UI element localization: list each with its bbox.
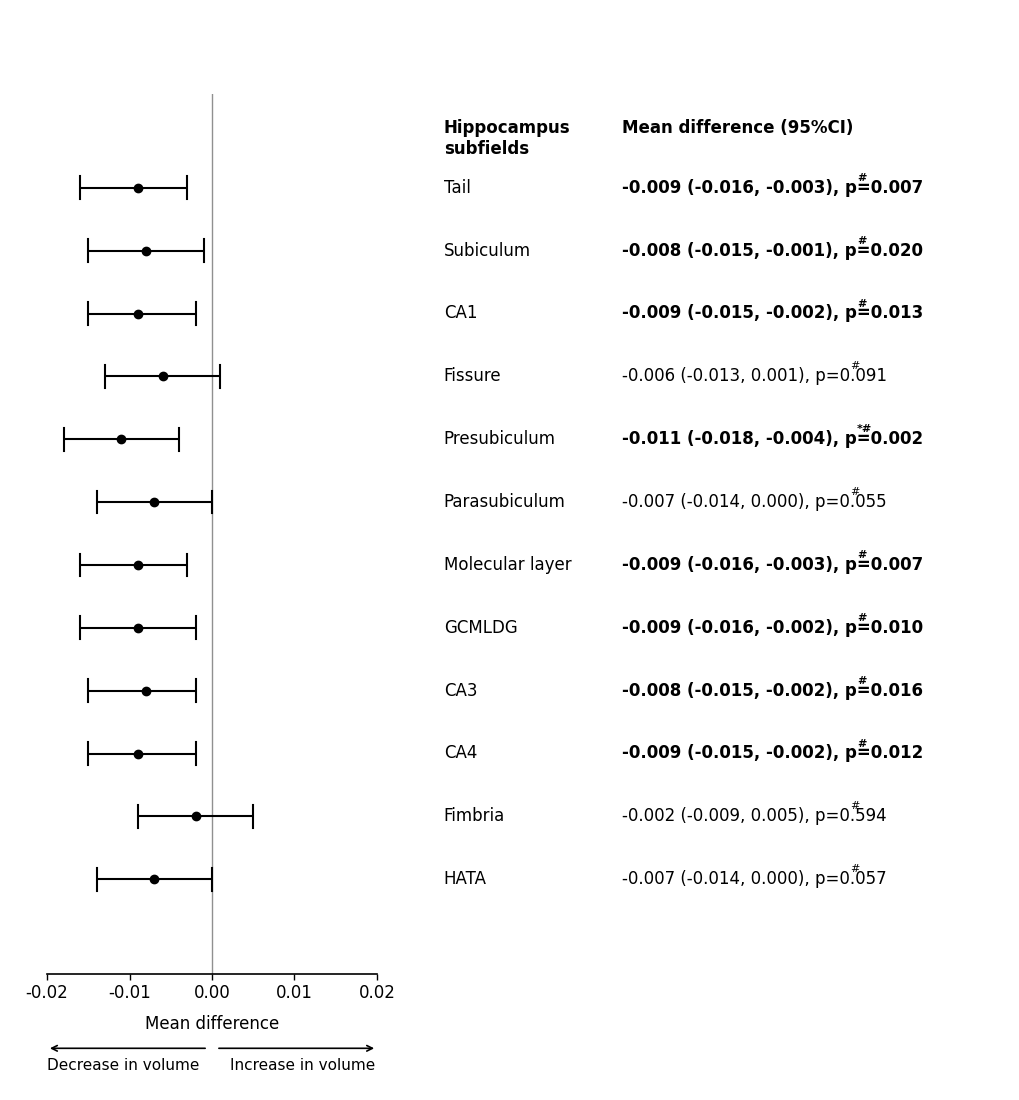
Text: -0.009 (-0.016, -0.003), p=0.007: -0.009 (-0.016, -0.003), p=0.007	[622, 179, 922, 197]
Text: Decrease in volume: Decrease in volume	[47, 1058, 200, 1074]
Text: #: #	[856, 613, 866, 623]
Text: #: #	[856, 675, 866, 685]
Text: #: #	[856, 550, 866, 560]
Text: -0.008 (-0.015, -0.001), p=0.020: -0.008 (-0.015, -0.001), p=0.020	[622, 242, 922, 260]
Text: CA1: CA1	[443, 305, 477, 322]
Text: Tail: Tail	[443, 179, 470, 197]
Text: Subiculum: Subiculum	[443, 242, 530, 260]
Text: #: #	[849, 865, 858, 874]
Text: -0.007 (-0.014, 0.000), p=0.057: -0.007 (-0.014, 0.000), p=0.057	[622, 870, 886, 888]
Text: -0.009 (-0.015, -0.002), p=0.013: -0.009 (-0.015, -0.002), p=0.013	[622, 305, 922, 322]
Text: Fissure: Fissure	[443, 367, 500, 385]
Text: #: #	[849, 802, 858, 812]
Text: -0.009 (-0.016, -0.003), p=0.007: -0.009 (-0.016, -0.003), p=0.007	[622, 556, 922, 574]
Text: -0.011 (-0.018, -0.004), p=0.002: -0.011 (-0.018, -0.004), p=0.002	[622, 430, 922, 448]
Text: Parasubiculum: Parasubiculum	[443, 493, 565, 512]
Text: #: #	[856, 738, 866, 749]
Text: Mean difference: Mean difference	[145, 1015, 279, 1033]
Text: -0.008 (-0.015, -0.002), p=0.016: -0.008 (-0.015, -0.002), p=0.016	[622, 682, 922, 700]
Text: GCMLDG: GCMLDG	[443, 619, 517, 637]
Text: Hippocampus
subfields: Hippocampus subfields	[443, 119, 570, 158]
Text: Increase in volume: Increase in volume	[230, 1058, 375, 1074]
Text: -0.009 (-0.015, -0.002), p=0.012: -0.009 (-0.015, -0.002), p=0.012	[622, 745, 922, 762]
Text: #: #	[856, 298, 866, 309]
Text: #: #	[849, 362, 858, 372]
Text: CA3: CA3	[443, 682, 477, 700]
Text: *#: *#	[856, 425, 871, 435]
Text: #: #	[856, 235, 866, 245]
Text: -0.002 (-0.009, 0.005), p=0.594: -0.002 (-0.009, 0.005), p=0.594	[622, 807, 886, 825]
Text: Presubiculum: Presubiculum	[443, 430, 555, 448]
Text: -0.007 (-0.014, 0.000), p=0.055: -0.007 (-0.014, 0.000), p=0.055	[622, 493, 886, 512]
Text: CA4: CA4	[443, 745, 477, 762]
Text: Fimbria: Fimbria	[443, 807, 504, 825]
Text: #: #	[856, 173, 866, 183]
Text: HATA: HATA	[443, 870, 486, 888]
Text: Mean difference (95%CI): Mean difference (95%CI)	[622, 119, 853, 136]
Text: -0.009 (-0.016, -0.002), p=0.010: -0.009 (-0.016, -0.002), p=0.010	[622, 619, 922, 637]
Text: Molecular layer: Molecular layer	[443, 556, 571, 574]
Text: -0.006 (-0.013, 0.001), p=0.091: -0.006 (-0.013, 0.001), p=0.091	[622, 367, 887, 385]
Text: #: #	[849, 487, 858, 497]
